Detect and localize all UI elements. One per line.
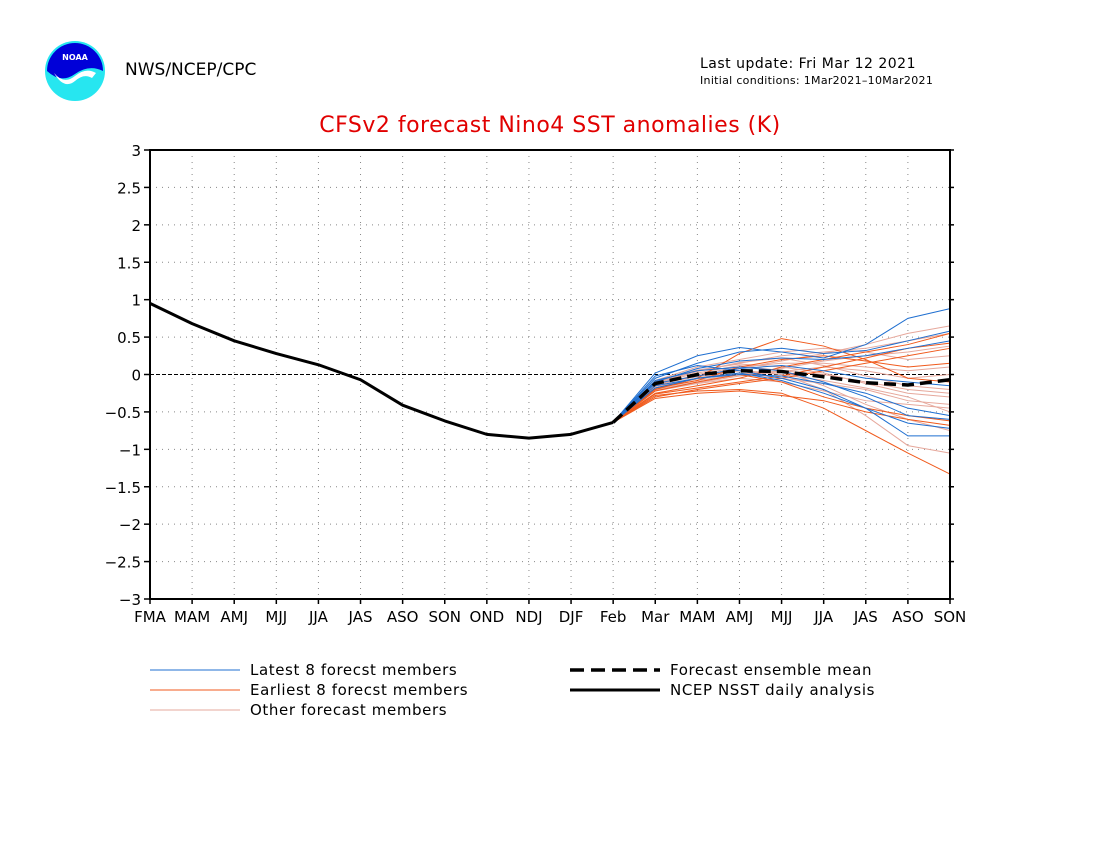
- x-tick-label: FMA: [134, 608, 167, 626]
- latest-member-line: [612, 365, 950, 437]
- y-tick-label: 1: [131, 292, 141, 310]
- legend-earliest-label: Earliest 8 forecst members: [250, 681, 468, 699]
- y-tick-label: −2: [119, 516, 141, 534]
- x-tick-label: ASO: [387, 608, 419, 626]
- legend-other-label: Other forecast members: [250, 701, 447, 719]
- x-tick-label: Feb: [600, 608, 627, 626]
- x-tick-label: Mar: [641, 608, 670, 626]
- x-tick-label: ASO: [892, 608, 924, 626]
- forecast-members-layer: [612, 308, 951, 475]
- main-lines-layer: [149, 302, 951, 440]
- y-tick-label: 2: [131, 217, 141, 235]
- x-tick-label: MAM: [679, 608, 715, 626]
- y-tick-label: −2.5: [105, 554, 141, 572]
- earliest-member-line: [612, 332, 951, 423]
- y-tick-label: −1: [119, 441, 141, 459]
- y-tick-label: −1.5: [105, 479, 141, 497]
- x-tick-label: MJJ: [771, 608, 793, 626]
- x-tick-label: JJA: [813, 608, 834, 626]
- y-tick-label: 2.5: [117, 179, 141, 197]
- latest-member-line: [612, 365, 951, 423]
- earliest-member-line: [612, 390, 951, 426]
- latest-member-line: [612, 308, 951, 423]
- x-tick-label: JAS: [853, 608, 878, 626]
- x-tick-label: NDJ: [515, 608, 542, 626]
- x-tick-label: OND: [470, 608, 505, 626]
- initial-conditions: Initial conditions: 1Mar2021–10Mar2021: [700, 74, 934, 87]
- noaa-logo: NOAA: [45, 41, 105, 101]
- other-member-line: [612, 369, 951, 423]
- x-tick-label: SON: [934, 608, 967, 626]
- y-tick-label: −3: [119, 591, 141, 609]
- latest-member-line: [612, 373, 951, 423]
- agency-label: NWS/NCEP/CPC: [125, 60, 257, 80]
- earliest-member-line: [612, 388, 951, 475]
- legend-ensemble-mean-label: Forecast ensemble mean: [670, 661, 872, 679]
- earliest-member-line: [612, 373, 951, 423]
- analysis-line: [149, 302, 614, 440]
- legend-analysis-label: NCEP NSST daily analysis: [670, 681, 875, 699]
- x-tick-label: MJJ: [265, 608, 287, 626]
- y-tick-label: 0: [131, 367, 141, 385]
- x-tick-label: JJA: [308, 608, 329, 626]
- latest-member-line: [612, 372, 951, 429]
- x-tick-label: DJF: [559, 608, 584, 626]
- y-tick-label: 1.5: [117, 254, 141, 272]
- earliest-member-line: [612, 355, 951, 423]
- x-tick-label: AMJ: [726, 608, 754, 626]
- last-update: Last update: Fri Mar 12 2021: [700, 56, 916, 72]
- noaa-logo-text: NOAA: [62, 53, 88, 62]
- noaa-logo-bird: [54, 70, 96, 85]
- y-tick-label: 0.5: [117, 329, 141, 347]
- noaa-logo-top: [47, 43, 103, 79]
- ensemble-mean-line: [611, 369, 951, 424]
- other-member-line: [612, 332, 951, 423]
- x-tick-label: SON: [428, 608, 461, 626]
- y-tick-label: −0.5: [105, 404, 141, 422]
- x-tick-label: MAM: [174, 608, 210, 626]
- chart-title: CFSv2 forecast Nino4 SST anomalies (K): [319, 113, 781, 138]
- legend: Latest 8 forecst members Earliest 8 forec…: [150, 661, 875, 719]
- latest-member-line: [612, 330, 951, 423]
- y-tick-label: 3: [131, 142, 141, 160]
- legend-latest-label: Latest 8 forecst members: [250, 661, 457, 679]
- x-tick-label: AMJ: [220, 608, 248, 626]
- x-tick-label: JAS: [348, 608, 373, 626]
